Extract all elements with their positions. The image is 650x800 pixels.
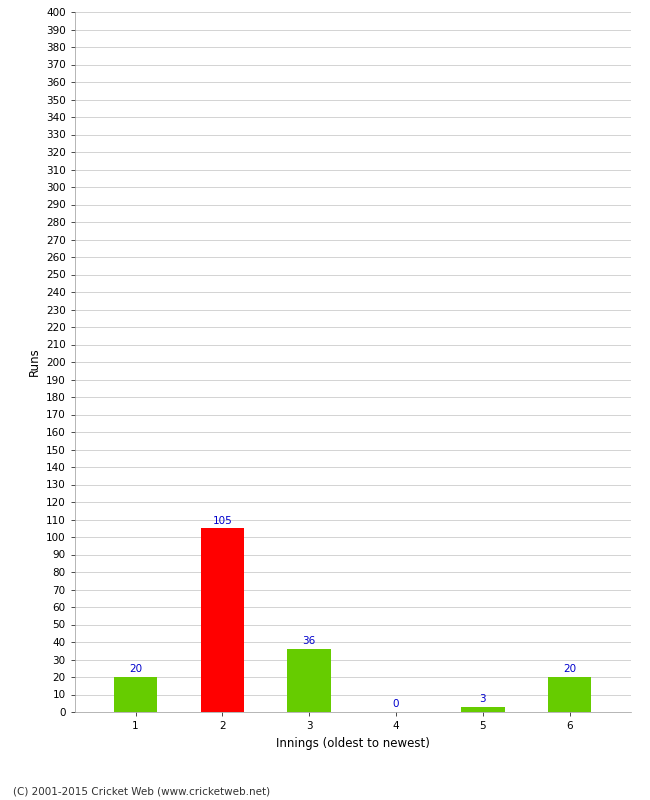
Text: 105: 105 xyxy=(213,516,232,526)
Text: 3: 3 xyxy=(480,694,486,704)
Bar xyxy=(287,649,331,712)
X-axis label: Innings (oldest to newest): Innings (oldest to newest) xyxy=(276,737,430,750)
Text: 36: 36 xyxy=(303,636,316,646)
Text: 0: 0 xyxy=(393,699,399,710)
Text: 20: 20 xyxy=(563,664,577,674)
Text: 20: 20 xyxy=(129,664,142,674)
Y-axis label: Runs: Runs xyxy=(27,348,40,376)
Bar xyxy=(201,528,244,712)
Bar xyxy=(461,706,504,712)
Bar xyxy=(548,677,592,712)
Text: (C) 2001-2015 Cricket Web (www.cricketweb.net): (C) 2001-2015 Cricket Web (www.cricketwe… xyxy=(13,786,270,796)
Bar xyxy=(114,677,157,712)
